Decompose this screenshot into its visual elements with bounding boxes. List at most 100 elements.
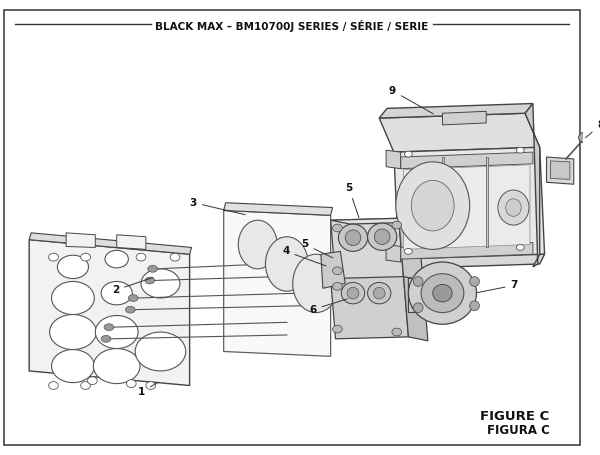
Ellipse shape [105,250,128,268]
Ellipse shape [94,349,140,384]
Ellipse shape [341,283,365,304]
Text: 5: 5 [301,239,333,258]
Ellipse shape [49,253,58,261]
Ellipse shape [373,287,385,299]
Ellipse shape [412,180,454,231]
Ellipse shape [374,229,390,244]
Ellipse shape [347,287,359,299]
Polygon shape [116,235,146,249]
Ellipse shape [392,328,401,336]
Ellipse shape [433,284,452,302]
Polygon shape [525,104,540,267]
Polygon shape [321,251,345,288]
Ellipse shape [421,274,464,313]
Ellipse shape [409,262,476,324]
Ellipse shape [368,223,397,250]
Ellipse shape [88,377,97,384]
Ellipse shape [49,382,58,389]
Polygon shape [401,243,533,259]
Polygon shape [386,150,401,169]
Ellipse shape [136,253,146,261]
Ellipse shape [293,254,340,313]
Polygon shape [331,218,404,280]
Ellipse shape [578,133,589,142]
Polygon shape [224,211,331,356]
Ellipse shape [101,282,132,305]
Ellipse shape [413,277,423,286]
Ellipse shape [238,220,277,269]
Ellipse shape [170,253,180,261]
Ellipse shape [470,277,479,286]
Ellipse shape [101,335,111,342]
Ellipse shape [125,306,135,313]
Text: 5: 5 [345,183,359,217]
Ellipse shape [345,230,361,246]
Polygon shape [331,218,418,224]
Polygon shape [379,104,533,118]
Ellipse shape [52,349,94,383]
Ellipse shape [265,237,308,291]
Ellipse shape [332,325,343,333]
Text: 3: 3 [190,197,245,215]
Polygon shape [224,203,332,215]
Text: 4: 4 [282,246,326,266]
Text: 7: 7 [477,280,518,293]
Text: 1: 1 [138,382,158,397]
Polygon shape [404,165,530,249]
Ellipse shape [413,303,423,313]
Polygon shape [331,277,409,339]
Polygon shape [386,244,401,262]
Polygon shape [442,111,486,125]
Ellipse shape [332,267,343,275]
Ellipse shape [50,314,96,349]
Ellipse shape [58,255,88,278]
Text: 8: 8 [586,120,600,138]
Polygon shape [394,254,545,269]
Ellipse shape [498,190,529,225]
Ellipse shape [517,244,524,250]
Ellipse shape [396,162,470,249]
Ellipse shape [135,332,186,371]
Ellipse shape [517,147,524,153]
Ellipse shape [95,315,138,349]
Ellipse shape [127,379,136,388]
Ellipse shape [145,277,155,284]
Text: 6: 6 [309,299,347,314]
Polygon shape [401,152,533,169]
Ellipse shape [392,221,401,229]
Ellipse shape [128,294,138,301]
Polygon shape [404,277,428,341]
Ellipse shape [146,382,155,389]
Ellipse shape [332,283,343,290]
Polygon shape [399,218,423,283]
Polygon shape [394,147,545,259]
Ellipse shape [81,253,91,261]
Ellipse shape [52,282,94,314]
Polygon shape [29,233,191,254]
Ellipse shape [332,224,343,232]
Polygon shape [379,113,540,152]
Text: BLACK MAX – BM10700J SERIES / SÉRIE / SERIE: BLACK MAX – BM10700J SERIES / SÉRIE / SE… [155,20,428,32]
Text: FIGURA C: FIGURA C [487,425,550,437]
Polygon shape [486,157,488,248]
Ellipse shape [338,224,368,251]
Polygon shape [442,157,445,248]
Polygon shape [547,157,574,184]
Polygon shape [550,161,570,179]
Ellipse shape [104,324,114,331]
Ellipse shape [404,248,412,254]
Polygon shape [66,233,95,248]
Text: FIGURE C: FIGURE C [480,410,550,423]
Ellipse shape [506,199,521,216]
Polygon shape [29,240,190,385]
Polygon shape [409,277,433,313]
Text: 9: 9 [389,86,433,114]
FancyBboxPatch shape [4,10,580,445]
Ellipse shape [368,283,391,304]
Ellipse shape [141,269,180,298]
Ellipse shape [148,265,158,272]
Text: 2: 2 [112,278,153,295]
Ellipse shape [470,301,479,311]
Ellipse shape [81,382,91,389]
Ellipse shape [404,151,412,157]
